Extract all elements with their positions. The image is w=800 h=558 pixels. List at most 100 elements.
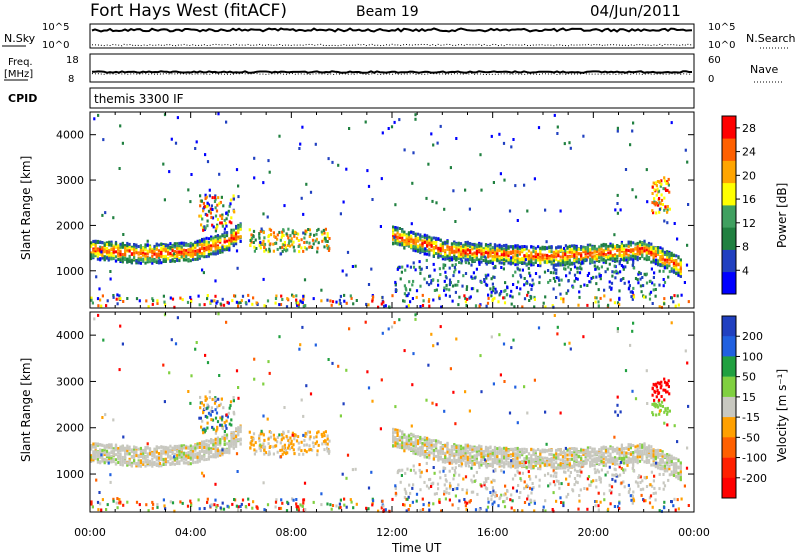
velocity-echo-cell-1284 [503, 461, 505, 464]
power-echo-cell-1220 [489, 244, 491, 247]
velocity-echo-cell-1197 [485, 450, 487, 453]
power-echo-cell-2730 [652, 302, 654, 305]
velocity-echo-cell-1624 [573, 462, 575, 465]
velocity-echo-cell-1372 [521, 460, 523, 463]
power-echo-cell-3024 [653, 202, 655, 205]
power-echo-cell-29 [95, 248, 97, 251]
power-echo-cell-2915 [245, 301, 247, 304]
power-echo-cell-2280 [291, 237, 293, 240]
velocity-echo-cell-1195 [485, 454, 487, 457]
power-echo-cell-3171 [663, 220, 665, 223]
power-echo-cell-2706 [572, 286, 574, 289]
velocity-echo-cell-163 [122, 445, 124, 448]
power-echo-cell-2056 [662, 264, 664, 267]
velocity-echo-cell-273 [144, 461, 146, 464]
velocity-echo-cell-324 [156, 459, 158, 462]
velocity-echo-cell-1337 [514, 460, 516, 463]
power-echo-cell-2383 [327, 247, 329, 250]
power-echo-cell-2686 [506, 286, 508, 289]
velocity-echo-cell-184 [126, 462, 128, 465]
power-echo-cell-3246 [225, 121, 227, 124]
velocity-echo-cell-513 [194, 447, 196, 450]
power-echo-cell-910 [426, 240, 428, 243]
power-echo-cell-2710 [471, 287, 473, 290]
power-echo-cell-2578 [455, 263, 457, 266]
power-echo-cell-3027 [666, 211, 668, 214]
velocity-echo-cell-1621 [573, 465, 575, 468]
nsky-tick-bottom: 10^0 [42, 40, 69, 51]
power-echo-cell-1484 [544, 260, 546, 263]
velocity-echo-cell-173 [124, 449, 126, 452]
power-echo-cell-2348 [283, 234, 285, 237]
velocity-echo-cell-1241 [494, 461, 496, 464]
power-echo-cell-2774 [356, 299, 358, 302]
power-echo-cell-2219 [229, 202, 231, 205]
power-echo-cell-3176 [620, 278, 622, 281]
velocity-echo-cell-665 [226, 442, 228, 445]
velocity-echo-cell-391 [169, 445, 171, 448]
power-echo-cell-417 [174, 242, 176, 245]
power-echo-cell-1425 [532, 250, 534, 253]
power-echo-cell-999 [444, 258, 446, 261]
velocity-echo-cell-494 [190, 451, 192, 454]
power-echo-cell-1977 [646, 243, 648, 246]
power-echo-cell-3227 [461, 259, 463, 262]
power-echo-cell-384 [167, 251, 169, 254]
power-echo-cell-1316 [510, 262, 512, 265]
power-echo-cell-1724 [594, 257, 596, 260]
power-echo-cell-1714 [591, 246, 593, 249]
power-echo-cell-272 [144, 248, 146, 251]
power-echo-cell-284 [147, 258, 149, 261]
power-echo-cell-868 [417, 249, 419, 252]
power-echo-cell-1583 [564, 261, 566, 264]
power-echo-cell-1747 [598, 256, 600, 259]
power-echo-cell-208 [131, 261, 133, 264]
power-echo-cell-2870 [247, 294, 249, 297]
power-echo-cell-1175 [480, 243, 482, 246]
power-echo-cell-3044 [510, 145, 512, 148]
power-echo-cell-2175 [233, 198, 235, 201]
power-echo-cell-2088 [668, 253, 670, 256]
power-echo-cell-548 [201, 238, 203, 241]
velocity-echo-cell-395 [169, 449, 171, 452]
power-echo-cell-601 [212, 237, 214, 240]
power-echo-cell-3015 [655, 181, 657, 184]
power-echo-cell-495 [192, 258, 194, 261]
power-echo-cell-1000 [444, 249, 446, 252]
velocity-echo-cell-999 [444, 461, 446, 464]
power-echo-cell-1787 [607, 245, 609, 248]
power-echo-cell-2591 [437, 284, 439, 287]
velocity-echo-cell-331 [158, 459, 160, 462]
power-echo-cell-1176 [480, 256, 482, 259]
power-echo-cell-3036 [122, 142, 124, 145]
power-echo-cell-3056 [511, 303, 513, 306]
power-echo-cell-1429 [532, 262, 534, 265]
velocity-echo-cell-1120 [469, 448, 471, 451]
velocity-echo-cell-680 [228, 451, 230, 454]
power-echo-cell-669 [226, 248, 228, 251]
power-echo-cell-2044 [659, 257, 661, 260]
power-colorbar-tick-label-1: 8 [742, 241, 749, 254]
power-echo-cell-2608 [483, 278, 485, 281]
power-echo-cell-3164 [659, 208, 661, 211]
velocity-echo-cell-1395 [526, 448, 528, 451]
power-echo-cell-1571 [562, 261, 564, 264]
power-echo-cell-2581 [433, 263, 435, 266]
power-echo-cell-800 [403, 233, 405, 236]
power-echo-cell-2530 [476, 268, 478, 271]
velocity-echo-cell-734 [240, 442, 242, 445]
power-echo-cell-1717 [594, 245, 596, 248]
power-echo-cell-2487 [489, 287, 491, 290]
power-echo-cell-573 [208, 237, 210, 240]
power-echo-cell-2173 [228, 210, 230, 213]
power-echo-cell-2862 [673, 294, 675, 297]
power-echo-cell-504 [192, 255, 194, 258]
power-echo-cell-2775 [122, 300, 124, 303]
velocity-echo-cell-362 [163, 448, 165, 451]
power-echo-cell-2269 [318, 241, 320, 244]
power-echo-cell-1520 [553, 251, 555, 254]
power-echo-cell-1781 [605, 261, 607, 264]
power-echo-cell-887 [421, 235, 423, 238]
power-echo-cell-1064 [458, 242, 460, 245]
power-echo-cell-1041 [453, 250, 455, 253]
